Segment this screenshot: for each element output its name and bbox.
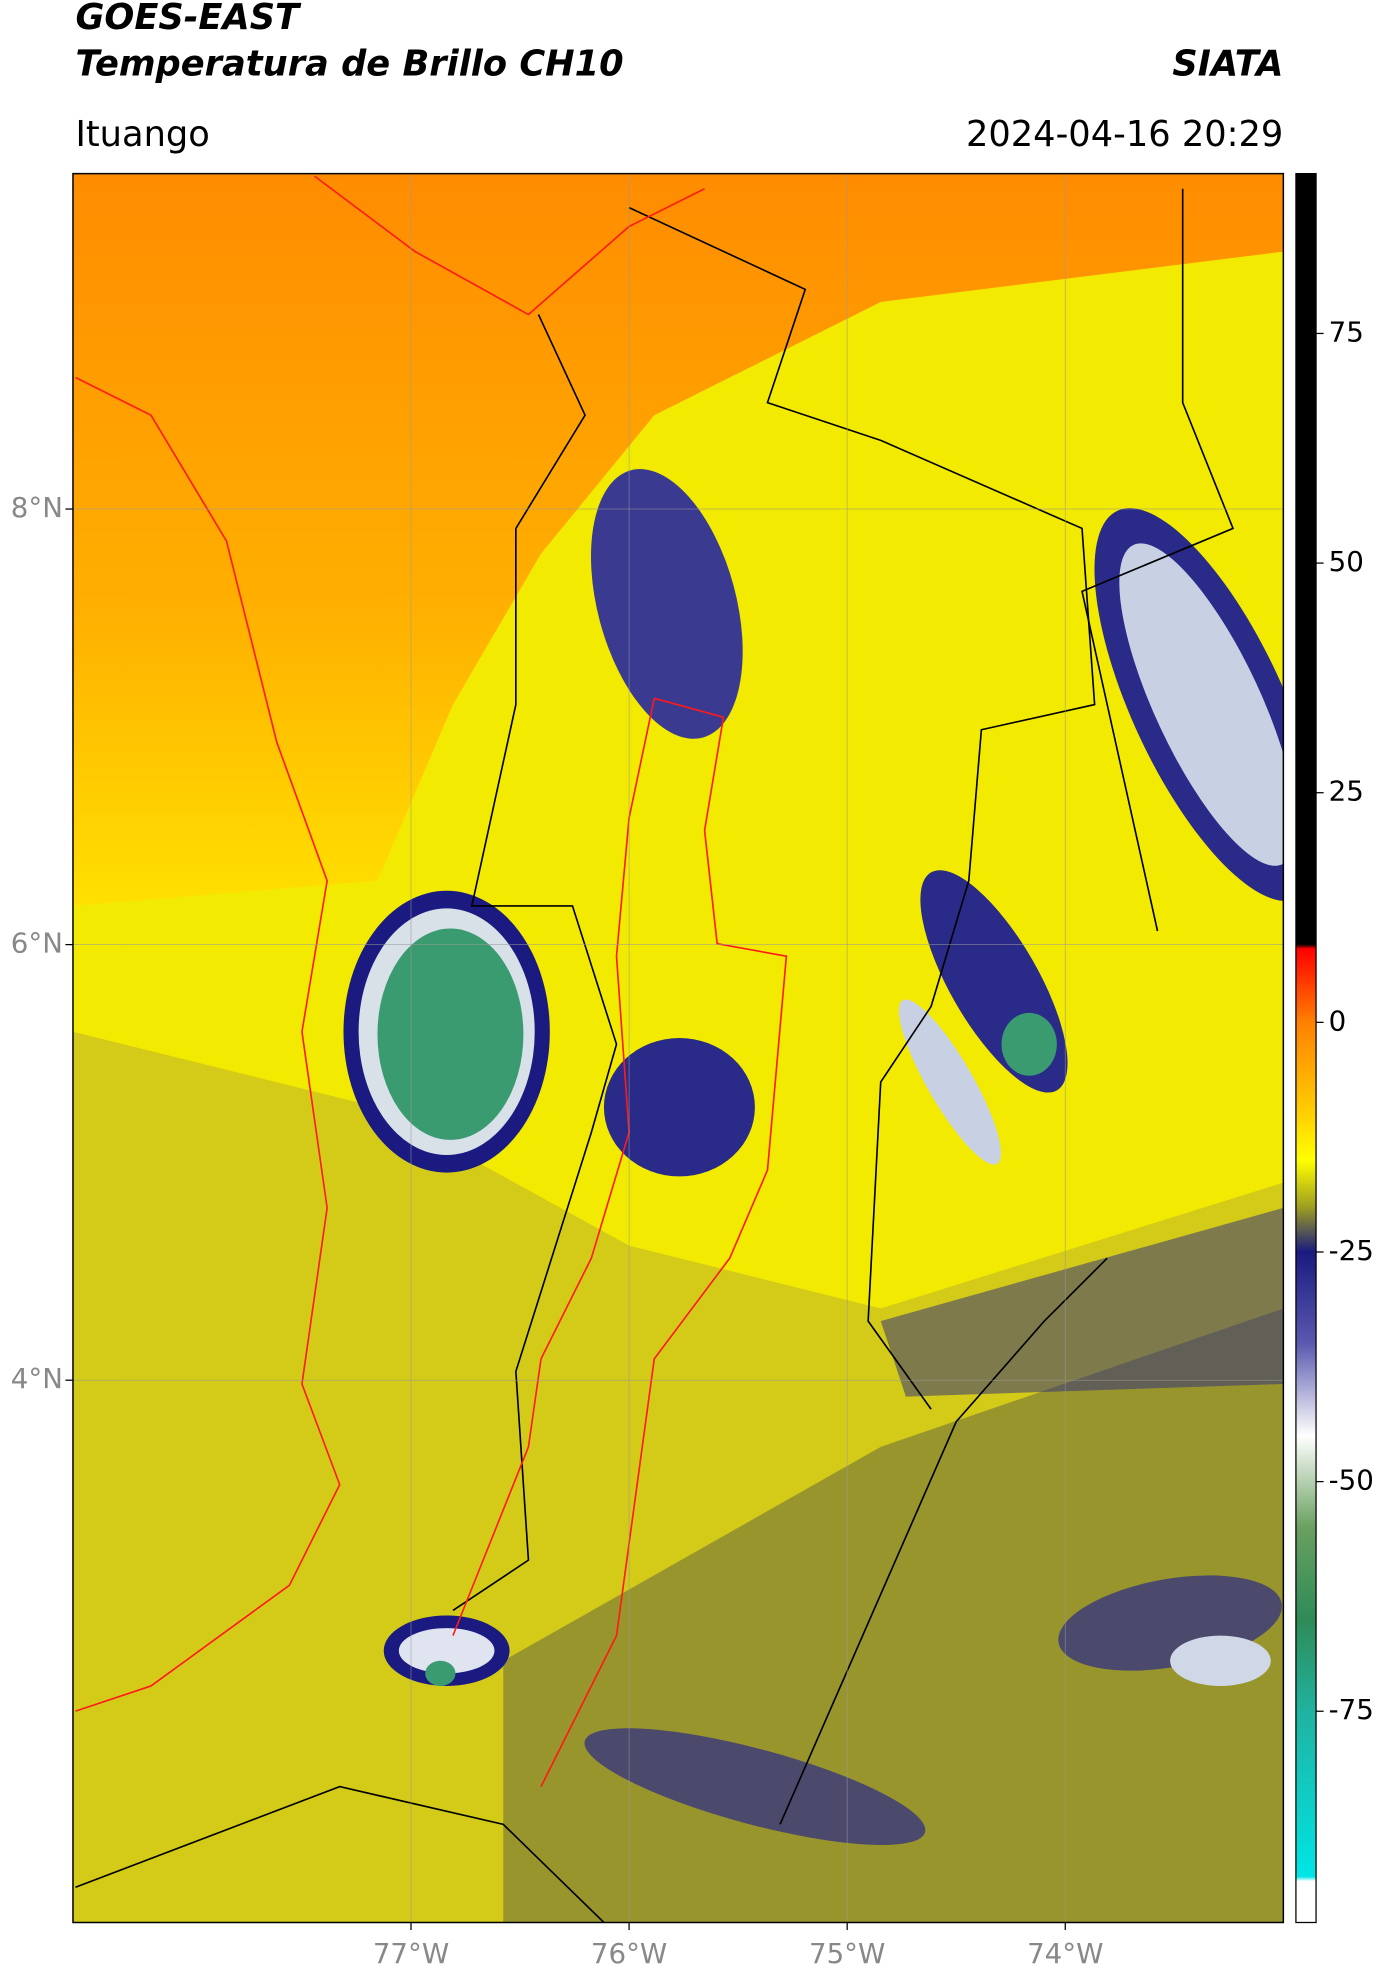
colorbar-tick-label: 50 <box>1329 545 1364 578</box>
colorbar <box>1295 172 1317 1924</box>
subtitle: Temperatura de Brillo CH10 <box>75 43 623 84</box>
location: Ituango <box>75 114 209 155</box>
colorbar-tick-label: 0 <box>1329 1004 1347 1037</box>
colorbar-tick-label: 75 <box>1329 315 1364 348</box>
x-tick-label: 76°W <box>591 1937 667 1970</box>
colorbar-tick-label: -25 <box>1329 1234 1374 1267</box>
y-tick-label: 6°N <box>11 927 63 960</box>
grid <box>72 173 1284 1923</box>
colorbar-tick-label: 25 <box>1329 775 1364 808</box>
y-tick-label: 8°N <box>11 491 63 524</box>
x-tick-label: 75°W <box>809 1937 885 1970</box>
x-tick-label: 77°W <box>373 1937 449 1970</box>
colorbar-tick-label: -75 <box>1329 1693 1374 1726</box>
date: 2024-04-16 20:29 <box>966 114 1283 155</box>
colorbar-tick-label: -50 <box>1329 1464 1374 1497</box>
map-frame <box>72 172 1285 1924</box>
map-image <box>72 173 1284 1923</box>
title: GOES-EAST <box>75 0 302 38</box>
source: SIATA <box>1172 43 1283 84</box>
y-tick-label: 4°N <box>11 1362 63 1395</box>
x-tick-label: 74°W <box>1027 1937 1103 1970</box>
